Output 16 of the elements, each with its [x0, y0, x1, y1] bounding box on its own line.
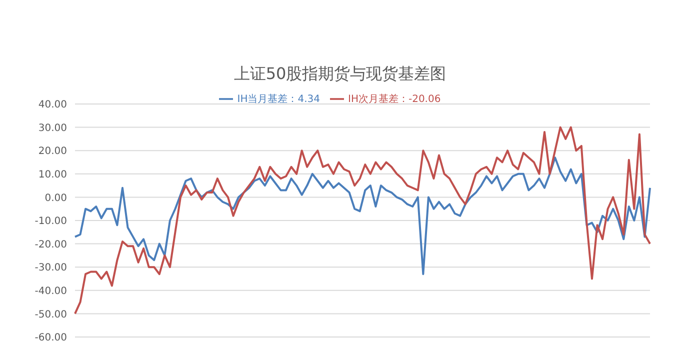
y-tick-label: 20.00 — [38, 146, 67, 158]
y-tick-label: 30.00 — [38, 122, 67, 134]
y-tick-label: -20.00 — [34, 239, 67, 250]
y-tick-label: -10.00 — [34, 216, 67, 228]
chart-title: 上证50股指期货与现货基差图 — [232, 64, 448, 85]
y-tick-label: 40.00 — [38, 100, 67, 111]
line-series — [74, 156, 651, 276]
line-series — [74, 126, 651, 315]
y-tick-label: -50.00 — [34, 309, 67, 320]
legend-label: IH当月基差：4.34 — [237, 94, 320, 105]
y-tick-label: -30.00 — [34, 262, 67, 274]
y-tick-label: 10.00 — [38, 169, 67, 180]
legend-label: IH次月基差：-20.06 — [348, 94, 441, 105]
y-tick-label: 0.00 — [44, 192, 67, 204]
y-tick-label: -40.00 — [34, 286, 67, 297]
y-tick-label: -60.00 — [34, 332, 67, 344]
